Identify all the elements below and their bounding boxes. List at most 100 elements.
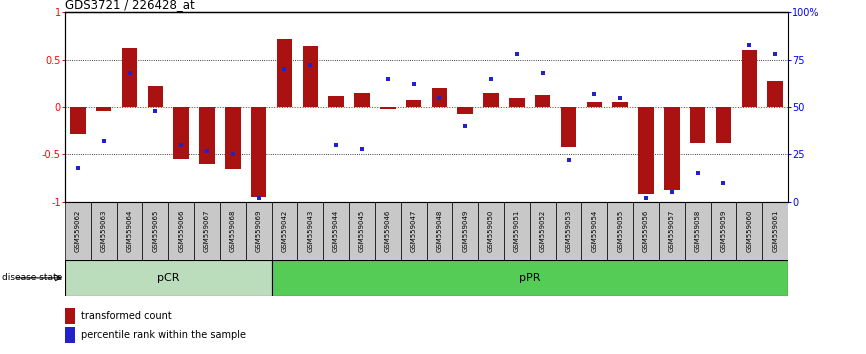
Text: GSM559046: GSM559046: [385, 210, 391, 252]
Text: GSM559056: GSM559056: [643, 210, 649, 252]
Bar: [401, 202, 426, 260]
Point: [303, 63, 317, 68]
Point: [174, 142, 188, 148]
Text: disease state: disease state: [2, 273, 62, 282]
Bar: [715, 107, 731, 143]
Point: [252, 195, 266, 201]
Text: GSM559063: GSM559063: [100, 210, 107, 252]
Text: GSM559050: GSM559050: [488, 210, 494, 252]
Point: [484, 76, 498, 81]
Bar: [91, 202, 117, 260]
Text: GSM559068: GSM559068: [229, 210, 236, 252]
Point: [97, 138, 111, 144]
Text: GSM559060: GSM559060: [746, 210, 753, 252]
Point: [200, 148, 214, 154]
Bar: [328, 96, 344, 107]
Point: [768, 51, 782, 57]
Bar: [297, 202, 323, 260]
Point: [381, 76, 395, 81]
Text: GDS3721 / 226428_at: GDS3721 / 226428_at: [65, 0, 195, 11]
Bar: [354, 93, 370, 107]
Bar: [581, 202, 607, 260]
Point: [329, 142, 343, 148]
Bar: [70, 107, 86, 133]
Text: GSM559057: GSM559057: [669, 210, 675, 252]
Bar: [530, 202, 556, 260]
Point: [226, 152, 240, 157]
Bar: [633, 202, 659, 260]
Text: pPR: pPR: [519, 273, 540, 283]
Bar: [452, 202, 478, 260]
Bar: [272, 202, 297, 260]
Bar: [406, 101, 422, 107]
Text: GSM559042: GSM559042: [281, 210, 288, 252]
Bar: [535, 95, 551, 107]
Bar: [199, 107, 215, 164]
Text: GSM559069: GSM559069: [255, 210, 262, 252]
Bar: [142, 202, 168, 260]
Bar: [736, 202, 762, 260]
Point: [665, 189, 679, 195]
Bar: [375, 202, 401, 260]
Bar: [483, 93, 499, 107]
Point: [691, 171, 705, 176]
Text: GSM559051: GSM559051: [514, 210, 520, 252]
Text: GSM559049: GSM559049: [462, 210, 469, 252]
Bar: [762, 202, 788, 260]
Bar: [272, 260, 788, 296]
Bar: [607, 202, 633, 260]
Bar: [509, 98, 525, 107]
Bar: [147, 86, 163, 107]
Bar: [457, 107, 473, 114]
Bar: [504, 202, 530, 260]
Bar: [96, 107, 112, 111]
Text: GSM559052: GSM559052: [540, 210, 546, 252]
Bar: [65, 202, 91, 260]
Bar: [349, 202, 375, 260]
Bar: [612, 102, 628, 107]
Bar: [225, 107, 241, 169]
Text: GSM559062: GSM559062: [74, 210, 81, 252]
Text: pCR: pCR: [157, 273, 179, 283]
Text: GSM559053: GSM559053: [565, 210, 572, 252]
Bar: [173, 107, 189, 159]
Point: [716, 180, 730, 185]
Point: [407, 81, 421, 87]
Point: [71, 165, 85, 171]
Bar: [168, 202, 194, 260]
Bar: [251, 107, 267, 197]
Text: GSM559043: GSM559043: [307, 210, 313, 252]
Text: GSM559067: GSM559067: [204, 210, 210, 252]
Bar: [638, 107, 654, 194]
Bar: [220, 202, 246, 260]
Bar: [664, 107, 680, 190]
Bar: [65, 260, 272, 296]
Bar: [426, 202, 452, 260]
Point: [510, 51, 524, 57]
Bar: [561, 107, 576, 147]
Bar: [380, 107, 396, 109]
Point: [148, 108, 162, 114]
Point: [613, 95, 627, 101]
Bar: [711, 202, 736, 260]
Bar: [246, 202, 272, 260]
Text: transformed count: transformed count: [81, 311, 172, 321]
Text: GSM559047: GSM559047: [410, 210, 417, 252]
Point: [123, 70, 137, 76]
Text: GSM559054: GSM559054: [591, 210, 598, 252]
Bar: [685, 202, 711, 260]
Text: GSM559058: GSM559058: [695, 210, 701, 252]
Text: percentile rank within the sample: percentile rank within the sample: [81, 330, 247, 341]
Bar: [767, 81, 783, 107]
Bar: [659, 202, 685, 260]
Text: GSM559066: GSM559066: [178, 210, 184, 252]
Point: [458, 123, 472, 129]
Bar: [556, 202, 581, 260]
Point: [639, 195, 653, 201]
Text: GSM559048: GSM559048: [436, 210, 443, 252]
Bar: [194, 202, 220, 260]
Text: GSM559055: GSM559055: [617, 210, 624, 252]
Text: GSM559044: GSM559044: [333, 210, 339, 252]
Text: GSM559045: GSM559045: [359, 210, 365, 252]
Point: [277, 67, 291, 72]
